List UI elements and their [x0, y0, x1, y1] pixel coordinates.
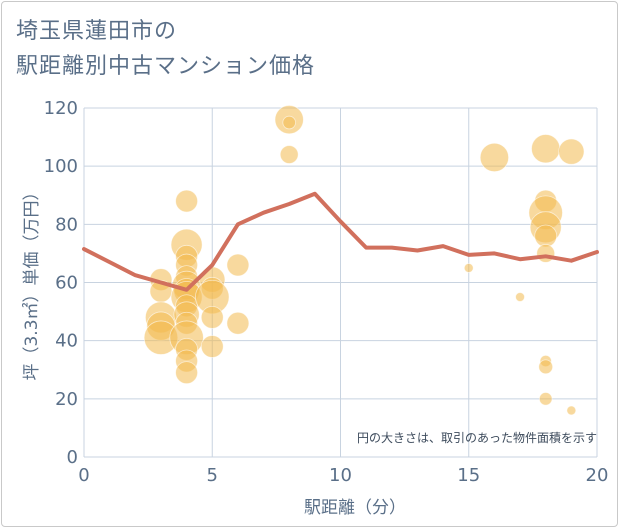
transaction-bubble — [200, 305, 224, 329]
transaction-bubble — [534, 224, 558, 248]
y-tick-label: 0 — [67, 447, 78, 468]
transaction-bubble — [538, 359, 554, 375]
title-line-2: 駅距離別中古マンション価格 — [16, 54, 316, 79]
average-price-line — [82, 191, 599, 292]
y-tick-label: 20 — [55, 389, 78, 410]
transaction-bubble — [175, 189, 199, 213]
x-tick-label: 0 — [78, 465, 89, 486]
transaction-bubble — [279, 145, 299, 164]
transaction-bubble — [566, 405, 577, 416]
transaction-bubble — [282, 115, 296, 130]
transaction-bubble — [479, 142, 510, 173]
y-tick-label: 100 — [44, 156, 78, 177]
transaction-bubble — [226, 253, 250, 277]
y-tick-label: 120 — [44, 98, 78, 119]
transaction-bubble — [536, 244, 556, 263]
transaction-bubble — [463, 263, 474, 273]
y-tick-label: 80 — [55, 214, 78, 235]
y-tick-label: 40 — [55, 331, 78, 352]
transaction-bubble — [531, 134, 561, 164]
transaction-bubble — [226, 311, 250, 335]
transaction-bubble — [558, 138, 585, 165]
average-price-series-line — [82, 191, 599, 292]
chart-title: 埼玉県蓮田市の駅距離別中古マンション価格 — [16, 14, 315, 84]
transaction-bubble — [538, 392, 553, 406]
x-axis-label: 駅距離（分） — [304, 498, 406, 518]
transaction-bubble — [175, 361, 199, 385]
transaction-bubble — [515, 292, 525, 302]
x-tick-label: 15 — [457, 465, 480, 486]
axis-ticks: 0 5 10 15 20 0 20 40 60 80 100 120 — [44, 98, 609, 486]
bubble-size-note: 円の大きさは、取引のあった物件面積を示す — [357, 430, 597, 445]
x-tick-label: 5 — [207, 465, 218, 486]
y-axis-label: 坪（3.3㎡）単価（万円） — [22, 183, 42, 380]
title-line-1: 埼玉県蓮田市の — [16, 19, 178, 44]
transaction-bubble — [200, 335, 224, 358]
x-tick-label: 10 — [329, 465, 352, 486]
x-tick-label: 20 — [586, 465, 609, 486]
y-tick-label: 60 — [55, 273, 78, 294]
